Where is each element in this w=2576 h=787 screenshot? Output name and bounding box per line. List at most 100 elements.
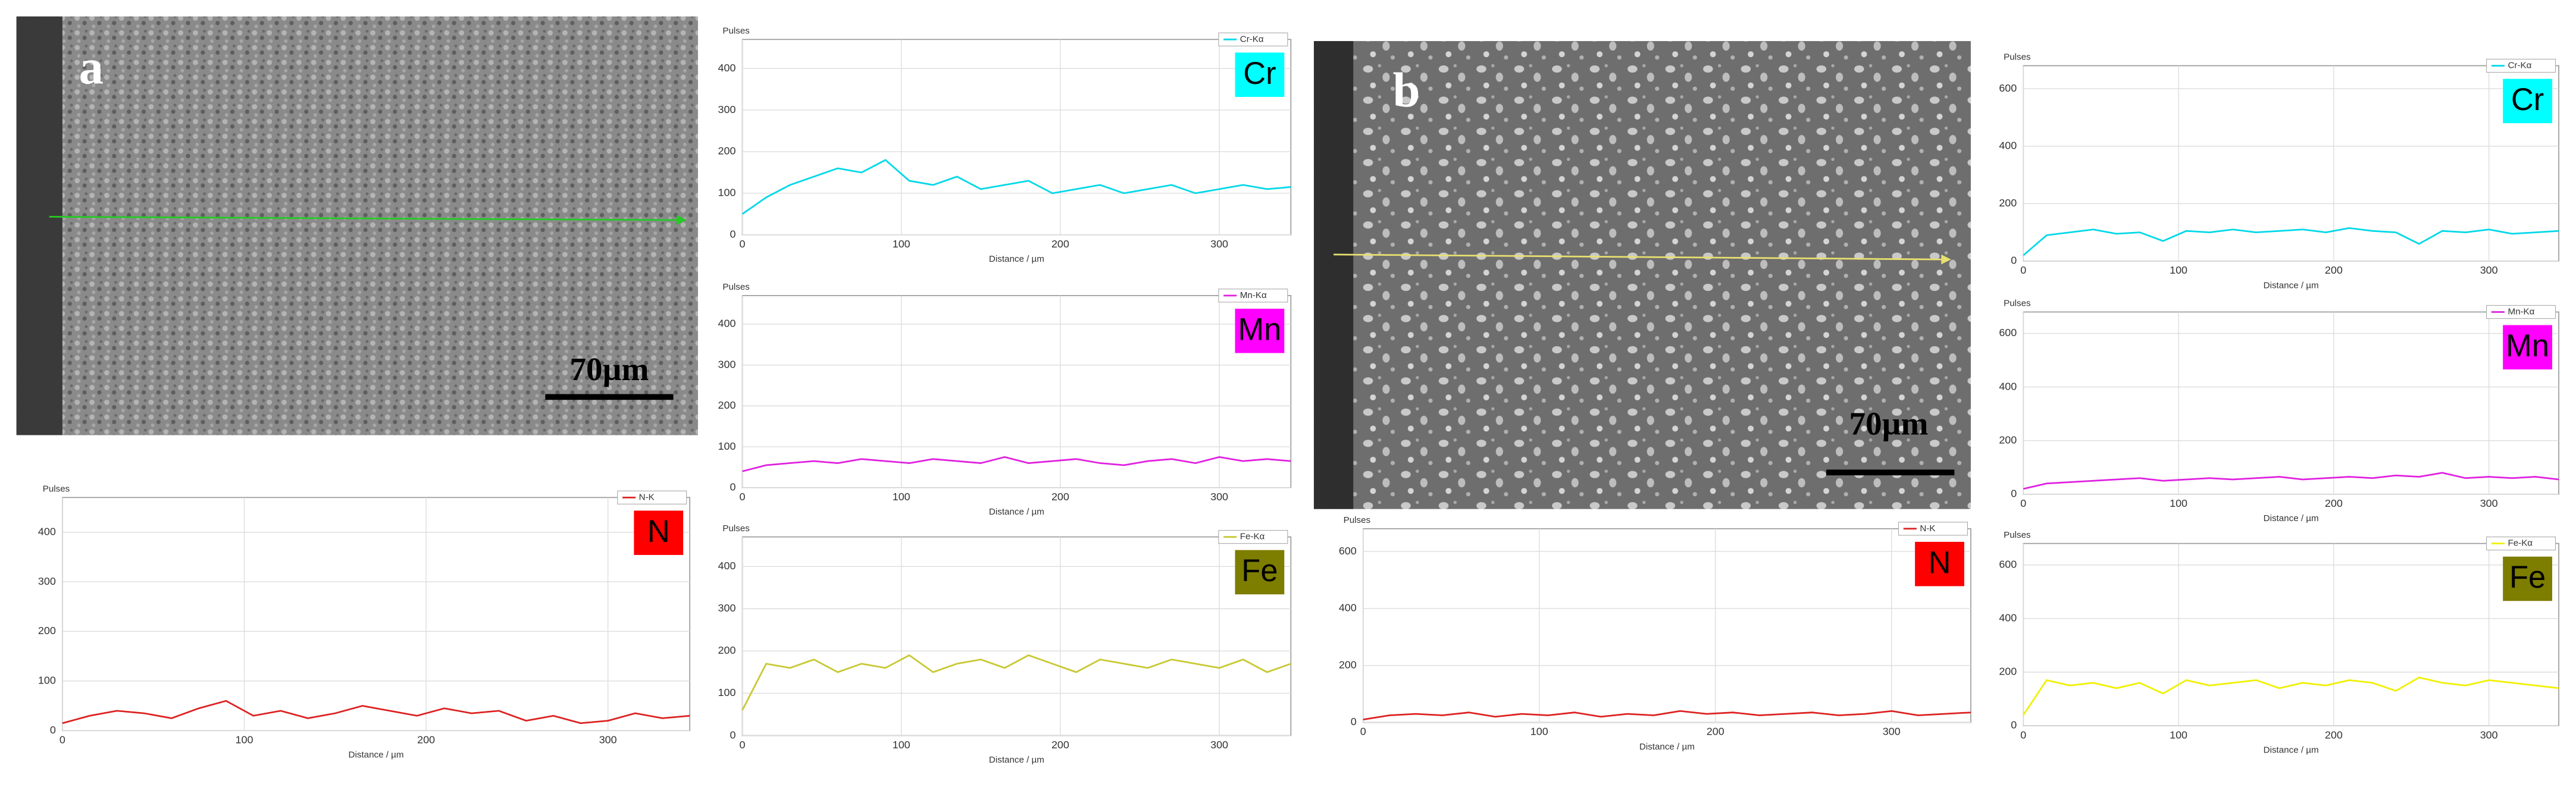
element-badge xyxy=(1235,308,1285,353)
x-tick-label: 100 xyxy=(2170,729,2187,741)
y-tick-label: 400 xyxy=(718,318,736,330)
y-axis-label: Pulses xyxy=(722,26,750,36)
y-tick-label: 0 xyxy=(730,228,735,240)
y-tick-label: 300 xyxy=(718,358,736,370)
x-tick-label: 200 xyxy=(2325,497,2343,509)
data-line xyxy=(741,159,1291,215)
y-tick-label: 0 xyxy=(50,724,56,736)
x-tick-label: 200 xyxy=(1707,726,1724,738)
y-axis-label: Pulses xyxy=(2004,530,2031,540)
y-tick-label: 400 xyxy=(1339,602,1357,614)
y-tick-label: 200 xyxy=(1999,434,2017,446)
element-badge xyxy=(634,510,684,555)
y-tick-label: 400 xyxy=(718,560,736,572)
y-axis-label: Pulses xyxy=(2004,299,2031,309)
x-tick-label: 300 xyxy=(2480,497,2498,509)
legend-box xyxy=(2486,537,2556,551)
legend-label: Cr-Kα xyxy=(1240,34,1264,44)
y-tick-label: 100 xyxy=(718,686,736,698)
y-tick-label: 200 xyxy=(718,145,736,157)
y-tick-label: 100 xyxy=(38,675,56,686)
element-badge xyxy=(1235,52,1285,97)
y-tick-label: 0 xyxy=(2011,488,2017,500)
y-tick-label: 400 xyxy=(1999,139,2017,151)
x-tick-label: 300 xyxy=(1210,739,1228,751)
sem-image xyxy=(1313,41,1971,509)
scale-bar xyxy=(545,394,674,400)
x-tick-label: 0 xyxy=(2020,497,2026,509)
y-tick-label: 0 xyxy=(730,481,735,493)
plot-area xyxy=(741,39,1292,236)
x-tick-label: 0 xyxy=(740,238,746,250)
element-label: Cr xyxy=(1243,57,1276,91)
legend-box xyxy=(617,490,687,504)
sem-edge xyxy=(1313,41,1354,509)
x-axis-label: Distance / µm xyxy=(989,507,1044,517)
x-tick-label: 0 xyxy=(740,739,746,751)
element-label: Fe xyxy=(2509,560,2546,595)
x-tick-label: 200 xyxy=(1051,491,1069,503)
legend-label: N-K xyxy=(639,492,655,502)
legend-label: Mn-Kα xyxy=(2508,306,2534,316)
y-tick-label: 400 xyxy=(1999,380,2017,392)
data-line xyxy=(742,456,1291,472)
legend-label: Fe-Kα xyxy=(1240,532,1265,542)
data-line xyxy=(741,654,1291,711)
x-tick-label: 200 xyxy=(1051,739,1069,751)
element-label: N xyxy=(647,515,670,549)
y-tick-label: 0 xyxy=(1351,716,1357,728)
legend-box xyxy=(1218,529,1288,544)
x-tick-label: 100 xyxy=(236,734,253,746)
x-tick-label: 200 xyxy=(417,734,435,746)
data-line xyxy=(2023,227,2559,256)
x-axis-label: Distance / µm xyxy=(349,750,404,760)
y-tick-label: 400 xyxy=(38,525,56,537)
data-line xyxy=(2023,676,2559,716)
x-tick-label: 100 xyxy=(1530,726,1548,738)
legend-box xyxy=(1218,32,1288,46)
y-tick-label: 200 xyxy=(1999,197,2017,209)
y-tick-label: 300 xyxy=(718,602,736,614)
y-tick-label: 0 xyxy=(2011,719,2017,731)
plot-area xyxy=(62,497,691,732)
element-badge xyxy=(2503,79,2552,124)
x-axis-label: Distance / µm xyxy=(2264,745,2319,755)
element-badge xyxy=(1915,541,1964,587)
element-label: Mn xyxy=(1238,312,1281,347)
x-tick-label: 0 xyxy=(2020,729,2026,741)
scan-line xyxy=(49,216,677,221)
element-label: Cr xyxy=(2511,83,2544,117)
y-axis-label: Pulses xyxy=(722,282,750,292)
y-tick-label: 600 xyxy=(1339,545,1357,557)
y-tick-label: 300 xyxy=(718,104,736,115)
element-badge xyxy=(2503,325,2552,370)
x-axis-label: Distance / µm xyxy=(2264,513,2319,523)
y-axis-label: Pulses xyxy=(2004,52,2031,62)
y-tick-label: 400 xyxy=(1999,612,2017,624)
data-line xyxy=(2023,472,2559,490)
y-tick-label: 300 xyxy=(38,575,56,587)
plot-area xyxy=(741,295,1292,488)
legend-label: N-K xyxy=(1920,523,1935,534)
plot-area xyxy=(2023,311,2559,495)
x-axis-label: Distance / µm xyxy=(989,254,1044,264)
y-tick-label: 200 xyxy=(718,399,736,411)
x-tick-label: 100 xyxy=(2170,264,2187,276)
sem-edge xyxy=(16,16,62,435)
x-axis-label: Distance / µm xyxy=(2264,280,2319,290)
x-tick-label: 100 xyxy=(893,739,910,751)
y-tick-label: 200 xyxy=(38,625,56,637)
plot-area xyxy=(2023,65,2559,262)
element-label: Mn xyxy=(2506,329,2549,363)
x-tick-label: 0 xyxy=(1360,726,1366,738)
x-tick-label: 100 xyxy=(893,491,910,503)
x-tick-label: 300 xyxy=(2480,729,2498,741)
legend-box xyxy=(2486,305,2556,319)
x-axis-label: Distance / µm xyxy=(1639,742,1695,752)
x-tick-label: 0 xyxy=(740,491,746,503)
plot-area xyxy=(2023,543,2559,726)
y-tick-label: 100 xyxy=(718,187,736,199)
x-tick-label: 300 xyxy=(599,734,617,746)
y-tick-label: 100 xyxy=(718,440,736,452)
